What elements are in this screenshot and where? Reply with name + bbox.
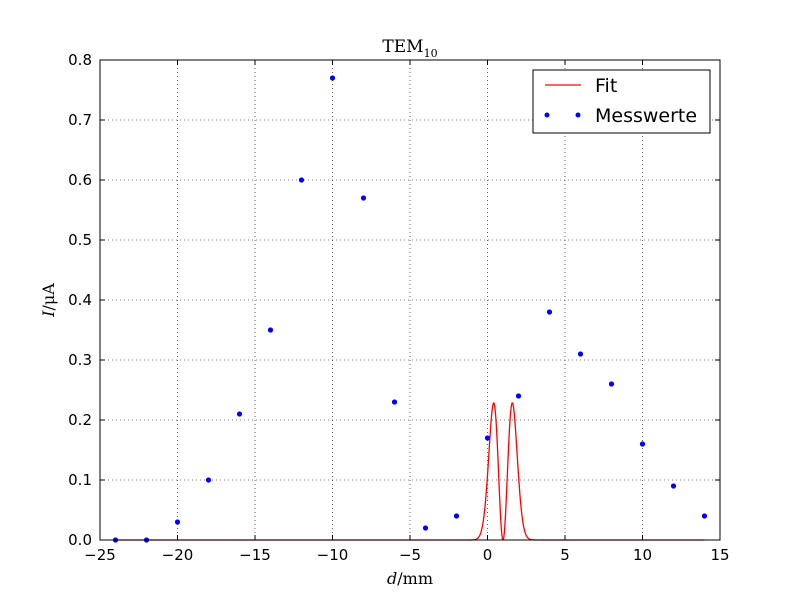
y-tick-label: 0.4	[68, 291, 92, 309]
data-point	[484, 435, 491, 441]
data-point	[329, 75, 336, 81]
x-axis-label: d/mm	[387, 569, 433, 588]
y-tick-label: 0.6	[68, 171, 92, 189]
chart-title-main: TEM	[382, 37, 423, 57]
data-point	[670, 483, 677, 489]
legend-messwerte-marker-left	[544, 112, 550, 118]
x-tick-label: 5	[560, 546, 570, 564]
x-tick-label: 0	[483, 546, 493, 564]
y-tick-label: 0.7	[68, 111, 92, 129]
data-point	[515, 393, 522, 399]
data-point	[205, 477, 212, 483]
y-axis-label: I/μA	[39, 283, 58, 318]
data-point	[298, 177, 305, 183]
x-tick-label: −15	[239, 546, 271, 564]
x-axis-label-variable: d	[387, 569, 397, 588]
data-point	[422, 525, 429, 531]
x-tick-label: −25	[84, 546, 116, 564]
data-point	[236, 411, 243, 417]
y-axis-label-unit: /μA	[39, 283, 58, 311]
data-point	[577, 351, 584, 357]
data-point	[701, 513, 708, 519]
data-point	[391, 399, 398, 405]
x-axis: −25 −20 −15 −10 −5 0 5 10 15	[84, 60, 730, 564]
y-tick-label: 0.2	[68, 411, 92, 429]
legend-messwerte-label: Messwerte	[595, 105, 697, 127]
legend-messwerte-marker-right	[575, 112, 581, 118]
y-axis: 0.0 0.1 0.2 0.3 0.4 0.5 0.6 0.7 0.8	[68, 51, 720, 549]
legend-box	[532, 69, 711, 134]
data-point	[639, 441, 646, 447]
data-point	[453, 513, 460, 519]
legend-fit-label: Fit	[595, 75, 617, 97]
grid	[100, 60, 720, 540]
measurement-series	[112, 75, 708, 543]
chart-title-subscript: 10	[424, 47, 438, 60]
data-point	[267, 327, 274, 333]
chart-title: TEM10	[382, 37, 437, 60]
x-tick-label: −5	[399, 546, 421, 564]
data-point	[546, 309, 553, 315]
y-tick-label: 0.5	[68, 231, 92, 249]
y-tick-label: 0.3	[68, 351, 92, 369]
x-axis-label-unit: /mm	[397, 569, 433, 588]
y-tick-label: 0.0	[68, 531, 92, 549]
y-tick-label: 0.8	[68, 51, 92, 69]
data-point	[608, 381, 615, 387]
legend: Fit Messwerte	[532, 69, 711, 134]
x-tick-label: −10	[317, 546, 349, 564]
y-tick-label: 0.1	[68, 471, 92, 489]
x-tick-label: 15	[710, 546, 729, 564]
y-axis-label-variable: I	[39, 310, 58, 318]
x-tick-label: −20	[162, 546, 194, 564]
x-tick-label: 10	[633, 546, 652, 564]
data-point	[360, 195, 367, 201]
data-point	[174, 519, 181, 525]
